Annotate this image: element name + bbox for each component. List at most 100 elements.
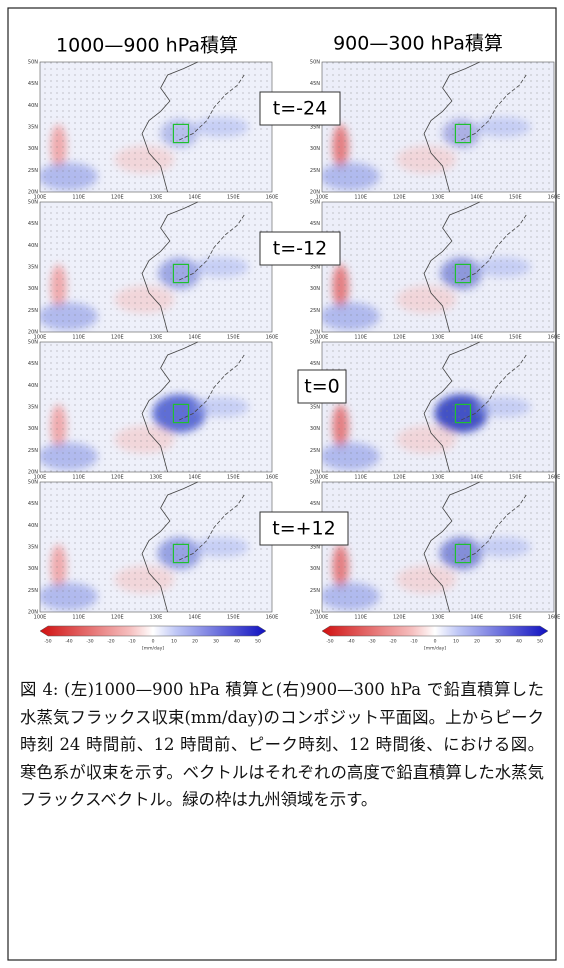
lon-label: 120E	[111, 335, 124, 341]
lon-label: 100E	[316, 615, 329, 621]
lat-label: 40N	[28, 523, 38, 529]
lon-label: 100E	[34, 195, 47, 201]
colorbar	[39, 625, 267, 637]
colorbar-tick-label: -50	[326, 639, 333, 645]
map-panel: 50N45N40N35N30N25N20N100E110E120E130E140…	[310, 60, 560, 201]
lon-label: 130E	[432, 475, 445, 481]
lat-label: 50N	[310, 200, 320, 206]
colorbar-tick-label: -30	[86, 639, 93, 645]
lat-label: 25N	[310, 448, 320, 454]
lat-label: 30N	[28, 146, 38, 152]
lon-label: 100E	[34, 335, 47, 341]
time-label-box	[297, 369, 347, 404]
colorbar-tick-label: 40	[234, 639, 240, 645]
time-label-box	[259, 231, 341, 266]
time-label-box	[259, 91, 341, 126]
lon-label: 140E	[188, 475, 201, 481]
vector-field	[322, 342, 554, 472]
colorbar-tick-label: -30	[368, 639, 375, 645]
lat-label: 20N	[310, 610, 320, 616]
colorbar-tick-label: 30	[495, 639, 501, 645]
lon-label: 160E	[548, 195, 561, 201]
vector-field	[40, 62, 272, 192]
coastline	[461, 354, 527, 421]
lat-label: 45N	[310, 81, 320, 87]
lon-label: 120E	[393, 615, 406, 621]
coastline	[141, 481, 198, 613]
lat-label: 30N	[310, 286, 320, 292]
lon-label: 110E	[72, 475, 85, 481]
map-frame	[39, 201, 273, 333]
kyushu-box	[454, 543, 472, 564]
kyushu-box	[454, 403, 472, 424]
time-label: t=-24	[273, 98, 327, 120]
colorbar-tick-label: -40	[347, 639, 354, 645]
vector-field	[40, 202, 272, 332]
map-panel: 50N45N40N35N30N25N20N100E110E120E130E140…	[310, 340, 560, 481]
lat-label: 50N	[28, 60, 38, 66]
vector-field	[40, 482, 272, 612]
lat-label: 50N	[28, 200, 38, 206]
time-label: t=0	[304, 376, 339, 398]
colorbar-tick-label: -50	[44, 639, 51, 645]
colorbar-tick-label: 0	[434, 639, 437, 645]
coastline	[141, 341, 198, 473]
time-label: t=+12	[272, 518, 335, 540]
lat-label: 35N	[310, 405, 320, 411]
lon-label: 100E	[316, 335, 329, 341]
lat-label: 25N	[28, 588, 38, 594]
lon-label: 130E	[150, 195, 163, 201]
map-frame	[321, 481, 555, 613]
lon-label: 120E	[393, 335, 406, 341]
lat-label: 25N	[310, 168, 320, 174]
lon-label: 130E	[432, 615, 445, 621]
coastline	[179, 74, 245, 141]
lon-label: 140E	[188, 335, 201, 341]
lon-label: 150E	[227, 335, 240, 341]
colorbar-tick-label: 10	[171, 639, 177, 645]
lon-label: 150E	[509, 475, 522, 481]
coastline	[461, 214, 527, 281]
lat-label: 30N	[310, 146, 320, 152]
lon-label: 150E	[227, 615, 240, 621]
colorbar-unit: [mm/day]	[424, 646, 446, 652]
coastline	[141, 61, 198, 193]
lon-label: 100E	[34, 615, 47, 621]
lon-label: 160E	[266, 335, 279, 341]
coastline	[423, 61, 480, 193]
lon-label: 140E	[470, 335, 483, 341]
lat-label: 20N	[310, 470, 320, 476]
lon-label: 120E	[111, 615, 124, 621]
lon-label: 140E	[470, 475, 483, 481]
colorbar-tick-label: 20	[192, 639, 198, 645]
lat-label: 35N	[28, 125, 38, 131]
coastline	[423, 481, 480, 613]
lat-label: 40N	[28, 383, 38, 389]
lat-label: 35N	[28, 405, 38, 411]
time-label-box	[259, 511, 349, 546]
colorbar-tick-label: -20	[107, 639, 114, 645]
caption: 図 4: (左)1000—900 hPa 積算と(右)900—300 hPa で…	[20, 680, 544, 809]
kyushu-box	[172, 123, 190, 144]
map-frame	[39, 61, 273, 193]
colorbar-tick-label: 30	[213, 639, 219, 645]
column-header: 1000—900 hPa積算	[56, 35, 238, 57]
kyushu-box	[454, 263, 472, 284]
lon-label: 160E	[548, 335, 561, 341]
lat-label: 40N	[28, 103, 38, 109]
lat-label: 25N	[28, 308, 38, 314]
lon-label: 160E	[548, 615, 561, 621]
lat-label: 30N	[310, 426, 320, 432]
lat-label: 50N	[310, 60, 320, 66]
lat-label: 20N	[310, 330, 320, 336]
lat-label: 20N	[28, 190, 38, 196]
lat-label: 30N	[28, 426, 38, 432]
kyushu-box	[172, 263, 190, 284]
colorbar-tick-label: -10	[128, 639, 135, 645]
lat-label: 35N	[28, 545, 38, 551]
vector-field	[322, 202, 554, 332]
